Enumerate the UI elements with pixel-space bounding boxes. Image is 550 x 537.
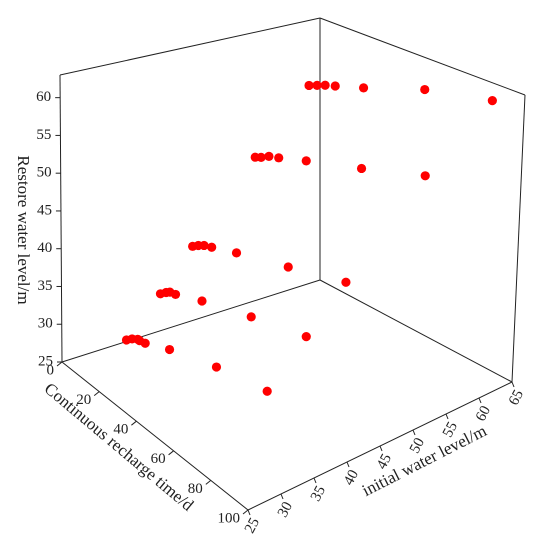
point <box>312 80 322 90</box>
y-tick <box>346 461 350 468</box>
y-tick-label: 40 <box>341 467 362 488</box>
point <box>231 248 242 258</box>
y-tick <box>445 413 449 420</box>
y-tick-label: 55 <box>440 419 461 440</box>
z-tick-label: 35 <box>37 278 52 294</box>
z-tick-label: 30 <box>38 316 53 332</box>
point <box>356 163 367 174</box>
point <box>301 156 311 166</box>
x-tick-label: 0 <box>47 362 55 378</box>
y-tick <box>313 477 317 484</box>
point <box>330 81 340 91</box>
y-tick-label: 30 <box>275 499 296 520</box>
z-tick-label: 60 <box>36 89 51 105</box>
y-tick-label: 65 <box>506 387 527 408</box>
z-tick-label: 55 <box>36 127 51 143</box>
x-tick <box>131 420 137 426</box>
z-axis-title: Restore water level/m <box>14 155 33 304</box>
y-tick-label: 50 <box>407 435 428 456</box>
point <box>262 386 272 396</box>
y-tick <box>478 397 482 404</box>
y-tick-label: 35 <box>308 483 329 504</box>
y-tick <box>412 429 416 436</box>
y-tick <box>379 445 383 452</box>
point <box>274 153 284 163</box>
point <box>199 240 209 251</box>
point <box>164 344 175 355</box>
x-tick <box>242 509 249 515</box>
z-tick-label: 40 <box>37 240 52 256</box>
point <box>283 262 293 272</box>
x-tick-label: 80 <box>188 481 203 497</box>
box <box>59 17 526 511</box>
y-tick-label: 60 <box>473 403 494 424</box>
y-tick-label: 25 <box>242 515 263 536</box>
z-tick-label: 45 <box>37 202 52 218</box>
top-edge <box>319 17 526 96</box>
point <box>211 362 222 372</box>
x-tick-label: 40 <box>113 422 128 438</box>
point <box>487 96 497 106</box>
point <box>420 171 430 181</box>
floor-edge <box>319 279 513 383</box>
point <box>256 152 266 162</box>
x-tick-label: 100 <box>218 510 241 526</box>
point <box>246 312 256 322</box>
y-tick-label: 45 <box>374 451 395 472</box>
x-axis-title: Continuous recharge time/d <box>41 379 198 515</box>
z-tick-label: 50 <box>37 165 52 181</box>
floor-edge <box>61 361 249 511</box>
x-tick <box>56 361 63 367</box>
point <box>320 80 330 90</box>
point <box>140 338 150 348</box>
point <box>197 296 207 306</box>
floor-edge <box>61 279 321 363</box>
z-tick-label: 25 <box>38 353 53 369</box>
wall-edge <box>511 94 526 383</box>
point <box>264 151 274 162</box>
y-tick <box>511 381 515 388</box>
top-edge <box>59 17 321 76</box>
point <box>420 84 430 95</box>
x-tick-label: 60 <box>151 451 166 467</box>
x-tick <box>205 480 212 485</box>
point <box>301 331 311 342</box>
point <box>304 80 314 91</box>
point <box>341 277 351 287</box>
point <box>358 83 369 93</box>
y-tick <box>247 509 251 516</box>
x-tick <box>168 450 174 456</box>
y-tick <box>280 493 284 500</box>
point <box>207 242 217 252</box>
point <box>170 289 181 300</box>
x-tick-label: 20 <box>76 392 91 408</box>
x-tick <box>93 391 100 396</box>
wall-edge <box>59 74 63 363</box>
